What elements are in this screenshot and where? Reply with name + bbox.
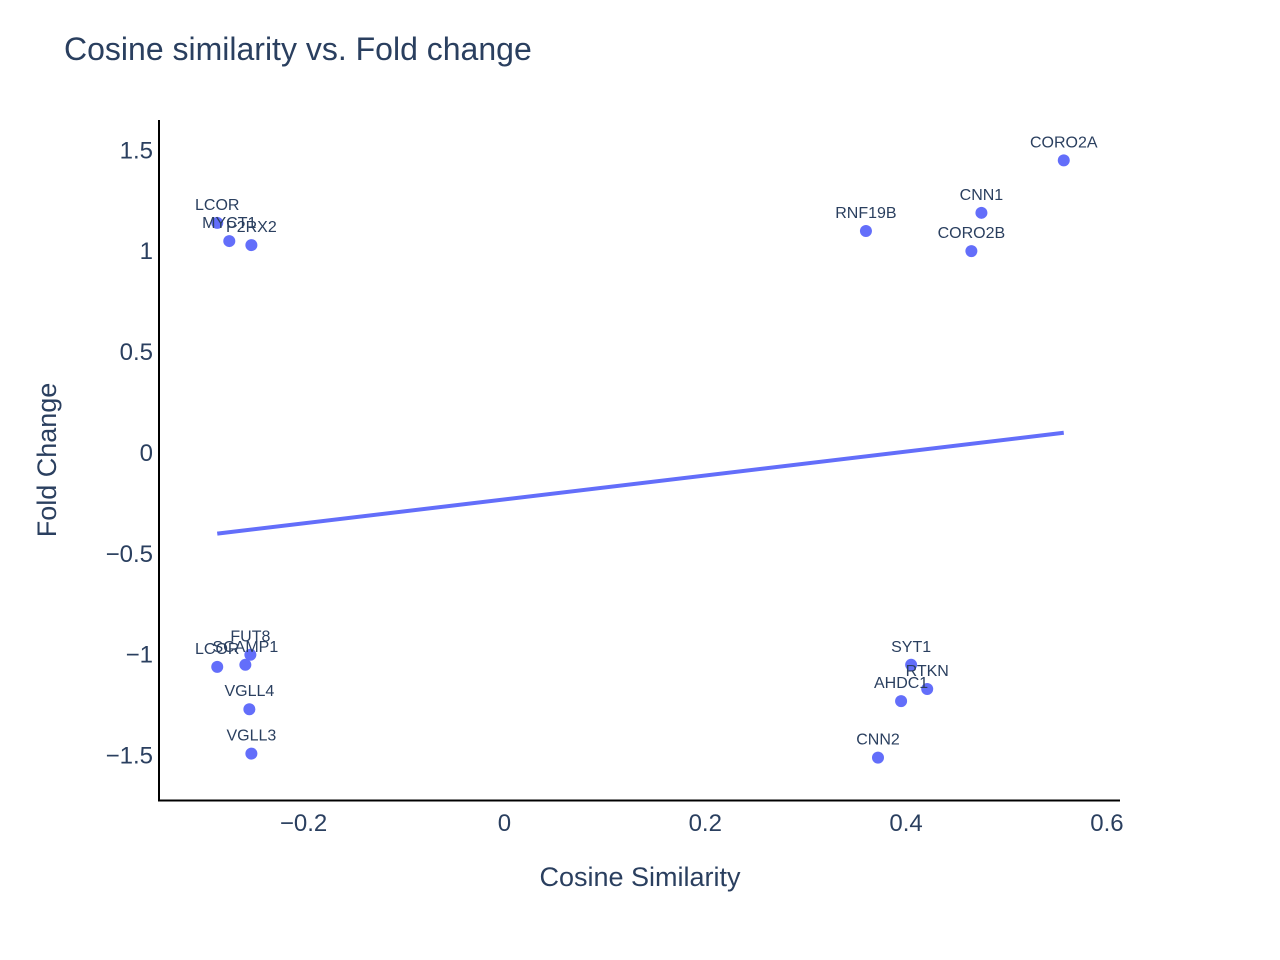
point-label: VGLL4: [224, 683, 274, 700]
data-point[interactable]: MYCT1: [202, 215, 256, 248]
point-marker: [871, 751, 884, 764]
y-tick-labels: 1.5 1 0.5 0 −0.5 −1 −1.5: [106, 137, 153, 769]
point-marker: [244, 648, 257, 661]
point-label: CORO2A: [1030, 134, 1098, 151]
point-label: AHDC1: [874, 675, 928, 692]
data-point[interactable]: FUT8: [230, 629, 270, 661]
data-point[interactable]: VGLL4: [224, 683, 274, 716]
point-marker: [905, 658, 918, 671]
x-tick-label: 0.6: [1090, 810, 1123, 837]
point-marker: [211, 216, 224, 229]
data-point[interactable]: CNN2: [856, 732, 900, 764]
y-tick-label: 0: [140, 440, 153, 467]
point-label: CNN2: [856, 732, 900, 749]
plot-area: CORO2ACNN1RNF19BCORO2BLCORMYCT1P2RX2FUT8…: [195, 134, 1098, 764]
point-marker: [859, 224, 872, 237]
x-tick-label: 0: [498, 810, 511, 837]
point-marker: [245, 239, 258, 252]
point-label: LCOR: [195, 641, 239, 658]
point-label: P2RX2: [226, 219, 277, 236]
y-tick-label: 1.5: [120, 137, 153, 164]
data-point[interactable]: SCAMP1: [212, 639, 278, 671]
data-point[interactable]: P2RX2: [226, 219, 277, 252]
y-tick-label: 1: [140, 238, 153, 265]
point-label: SYT1: [891, 639, 931, 656]
y-axis-label: Fold Change: [32, 383, 62, 538]
y-tick-label: 0.5: [120, 339, 153, 366]
trendline: [217, 430, 1065, 536]
point-label: SCAMP1: [212, 639, 278, 656]
x-tick-label: 0.2: [689, 810, 722, 837]
point-marker: [245, 747, 258, 760]
point-marker: [965, 245, 978, 258]
point-marker: [223, 235, 236, 248]
data-point[interactable]: LCOR: [195, 641, 239, 673]
point-marker: [921, 683, 934, 696]
point-label: RNF19B: [835, 205, 896, 222]
x-tick-labels: −0.2 0 0.2 0.4 0.6: [280, 810, 1124, 837]
x-axis-label: Cosine Similarity: [539, 862, 741, 892]
point-label: FUT8: [230, 629, 270, 646]
point-marker: [239, 658, 252, 671]
point-label: CNN1: [960, 187, 1004, 204]
point-marker: [975, 206, 988, 219]
y-tick-label: −1: [126, 642, 153, 669]
chart-title: Cosine similarity vs. Fold change: [64, 31, 532, 67]
point-label: VGLL3: [226, 728, 276, 745]
y-tick-label: −0.5: [106, 541, 153, 568]
point-label: RTKN: [906, 663, 949, 680]
data-point[interactable]: SYT1: [891, 639, 931, 671]
x-tick-label: 0.4: [889, 810, 922, 837]
point-label: CORO2B: [938, 225, 1006, 242]
data-point[interactable]: VGLL3: [226, 728, 276, 760]
data-point[interactable]: CORO2A: [1030, 134, 1098, 167]
x-tick-label: −0.2: [280, 810, 327, 837]
point-marker: [1057, 154, 1070, 167]
data-point[interactable]: RNF19B: [835, 205, 897, 237]
data-point[interactable]: RTKN: [906, 663, 949, 696]
data-point[interactable]: CORO2B: [938, 225, 1006, 258]
data-point[interactable]: LCOR: [195, 197, 239, 229]
data-point[interactable]: CNN1: [960, 187, 1004, 219]
data-point[interactable]: AHDC1: [874, 675, 928, 708]
point-label: MYCT1: [202, 215, 256, 232]
point-marker: [211, 660, 224, 673]
y-tick-label: −1.5: [106, 743, 153, 770]
point-marker: [895, 695, 908, 708]
point-marker: [243, 703, 256, 716]
point-label: LCOR: [195, 197, 239, 214]
